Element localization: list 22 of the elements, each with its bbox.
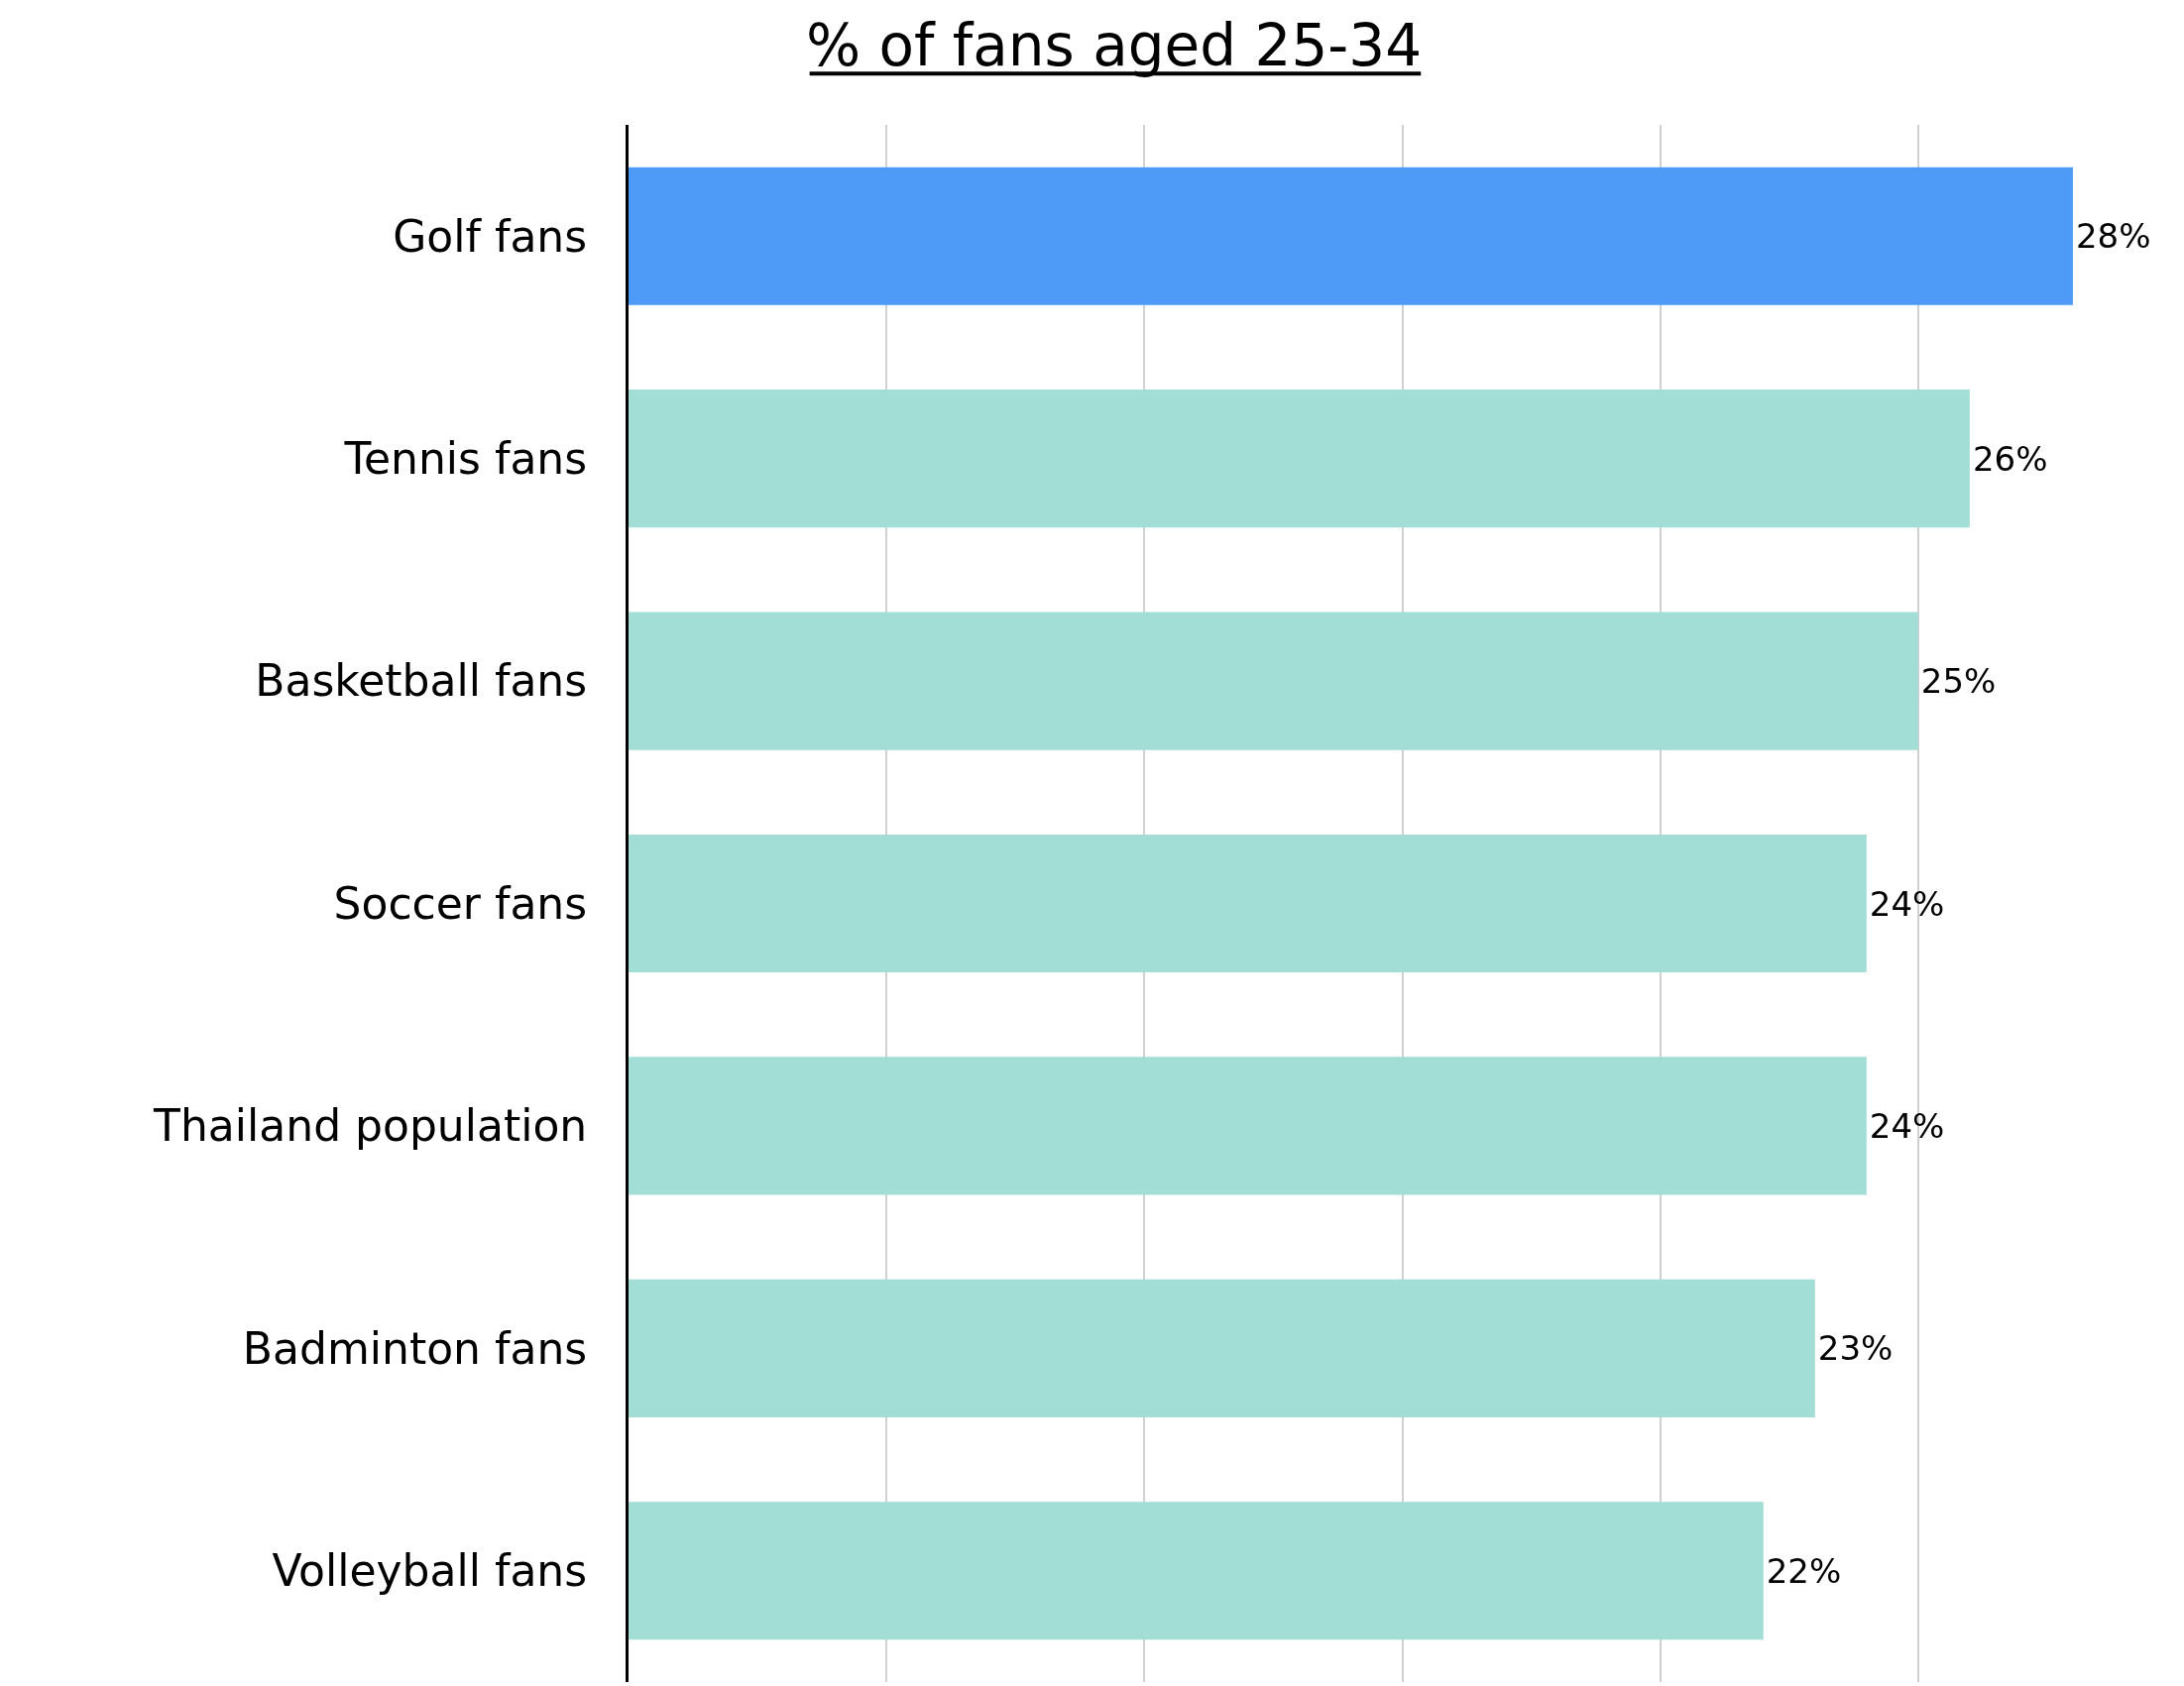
bar <box>629 834 1867 973</box>
data-label: 24% <box>1869 883 1945 924</box>
data-label: 28% <box>2075 216 2151 257</box>
y-tick-label: Volleyball fans <box>272 1545 588 1597</box>
data-label: 22% <box>1766 1550 1842 1591</box>
bar <box>629 1057 1867 1195</box>
data-label: 24% <box>1869 1105 1945 1146</box>
y-tick-label: Thailand population <box>153 1100 588 1152</box>
y-tick-label: Golf fans <box>393 210 588 262</box>
bar <box>629 390 1970 528</box>
chart-title: % of fans aged 25-34 <box>805 12 1423 80</box>
bar <box>629 1502 1764 1640</box>
data-label: 26% <box>1972 438 2048 479</box>
bar <box>629 612 1918 750</box>
bar <box>629 167 2073 305</box>
bar <box>629 1279 1815 1417</box>
data-label: 23% <box>1817 1328 1894 1369</box>
y-tick-label: Basketball fans <box>255 655 588 707</box>
y-tick-label: Tennis fans <box>343 433 588 485</box>
y-tick-label: Badminton fans <box>242 1322 588 1374</box>
data-label: 25% <box>1920 661 1997 702</box>
y-tick-label: Soccer fans <box>333 877 588 929</box>
